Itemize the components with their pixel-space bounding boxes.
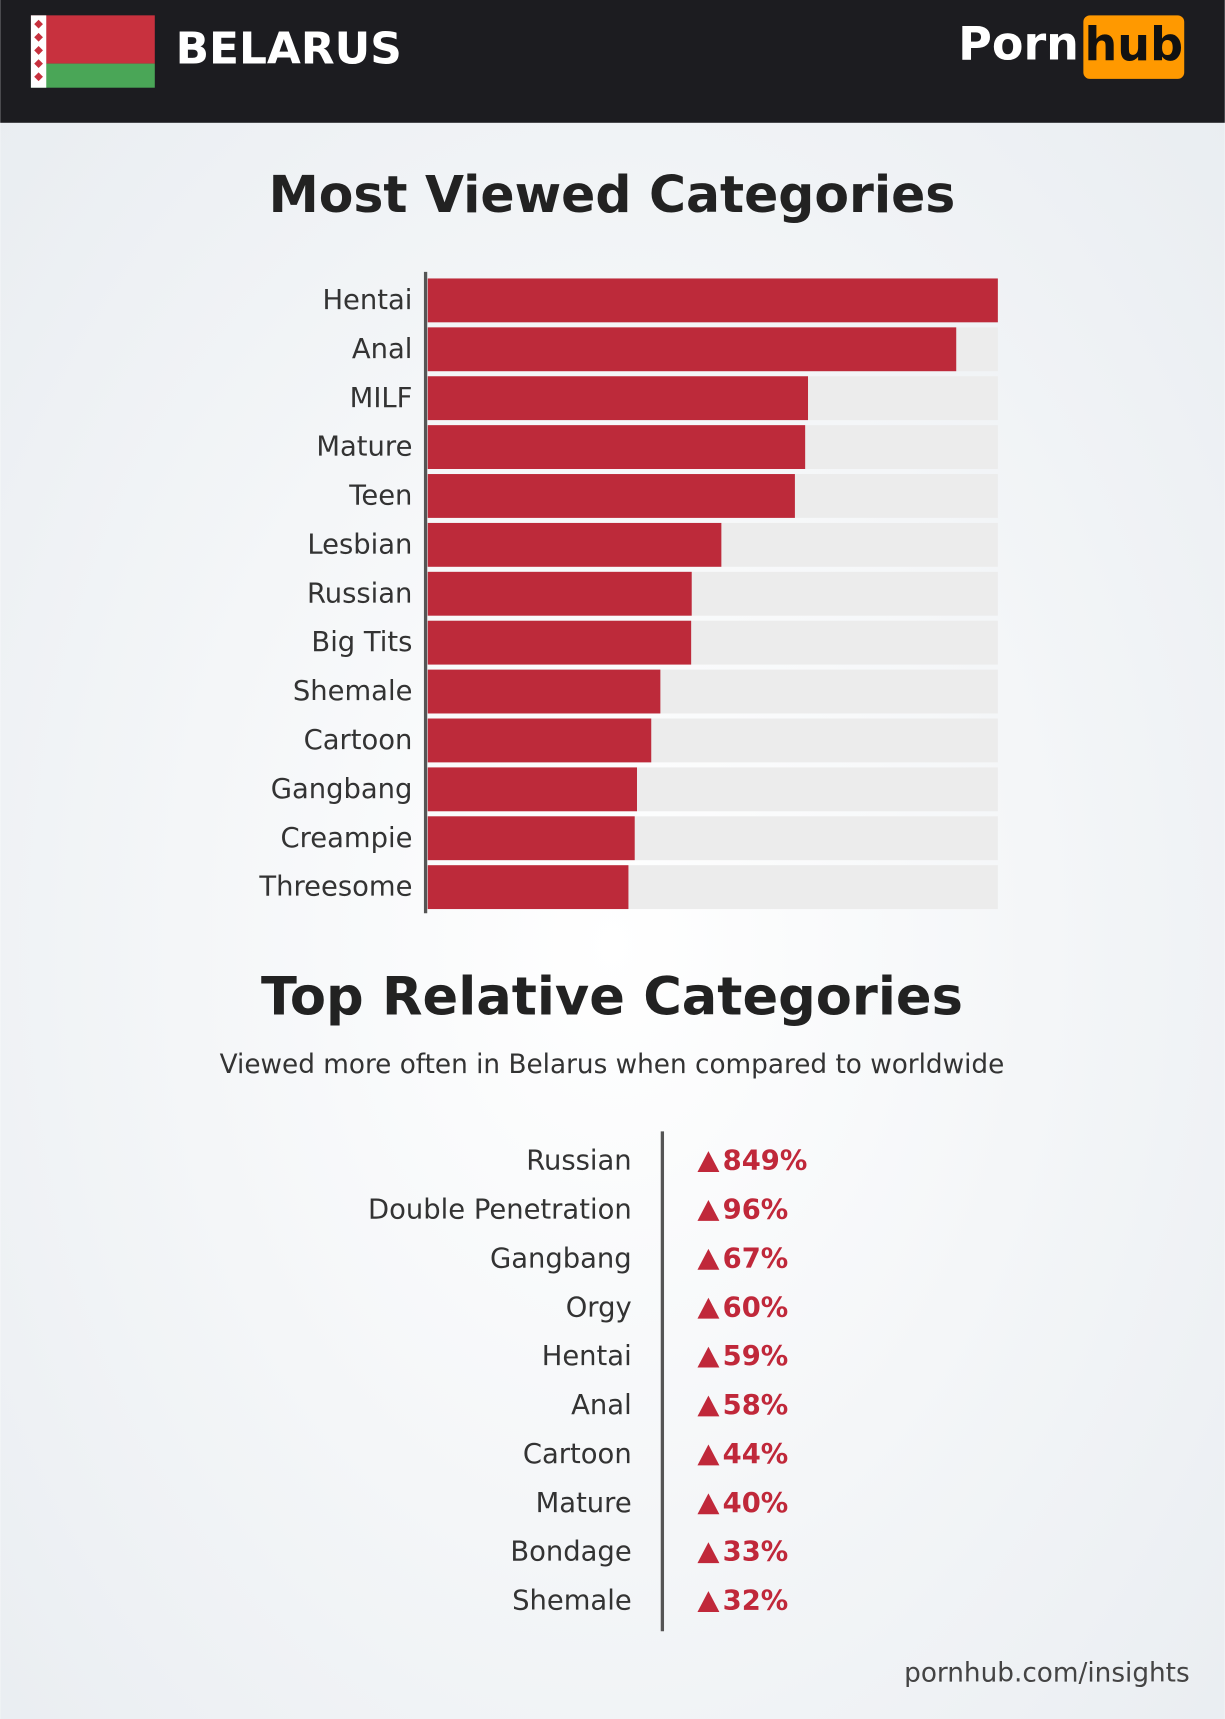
up-arrow [697,1248,720,1270]
category-label: Creampie [280,823,412,854]
category-label: Threesome [258,872,412,903]
value-label: 44% [723,1439,789,1470]
up-arrow [697,1151,720,1172]
bar [427,571,692,616]
logo-box [1083,15,1185,79]
bar [427,767,637,812]
up-arrow [697,1346,720,1368]
bar [427,376,809,421]
category-label: Gangbang [490,1243,632,1274]
value-label: 58% [723,1390,789,1421]
bar [427,718,652,763]
category-label: Double Penetration [368,1194,632,1225]
category-label: Shemale [293,676,413,707]
chart-subtitle: Viewed more often in Belarus when compar… [220,1050,1005,1080]
category-label: Shemale [512,1586,632,1617]
category-label: Bondage [510,1537,631,1568]
category-label: Anal [352,334,413,365]
category-label: Cartoon [304,725,413,756]
bar [427,327,957,372]
value-label: 40% [723,1488,789,1519]
category-label: Big Tits [311,627,412,658]
up-arrow [697,1542,720,1564]
category-label: Russian [526,1146,631,1177]
up-arrow [697,1444,720,1466]
category-label: Mature [316,432,412,463]
value-label: 59% [723,1341,789,1372]
category-label: Cartoon [523,1439,632,1470]
category-label: Teen [348,481,412,512]
bar [427,425,806,469]
logo-right: hub [1085,18,1184,72]
bar [427,278,998,323]
value-label: 32% [723,1586,789,1617]
value-label: 96% [723,1194,789,1225]
up-arrow [697,1200,720,1221]
bar [427,669,661,714]
bar [427,620,692,665]
flag [30,15,155,88]
up-arrow [697,1297,720,1319]
up-arrow [697,1395,720,1417]
logo-left: Porn [958,17,1079,71]
value-label: 849% [723,1146,808,1177]
bar [427,865,629,910]
category-label: Anal [571,1390,631,1421]
category-label: Mature [536,1488,632,1519]
chart-title: Top Relative Categories [261,966,963,1027]
bar [427,816,635,861]
chart-title: Most Viewed Categories [269,165,956,224]
category-label: Lesbian [307,529,412,560]
country-name: BELARUS [176,24,402,75]
value-label: 67% [723,1243,789,1274]
category-label: Hentai [322,285,412,316]
category-label: Russian [307,578,412,609]
category-label: Gangbang [271,774,413,805]
value-label: 60% [723,1292,789,1323]
footer-url: pornhub.com/insights [904,1659,1190,1689]
bar [427,474,795,518]
category-label: Orgy [566,1292,632,1323]
category-label: MILF [350,383,413,414]
up-arrow [697,1591,720,1613]
bar [427,522,722,567]
header-bar [0,0,1225,123]
category-label: Hentai [542,1341,632,1372]
value-label: 33% [723,1537,789,1568]
up-arrow [697,1493,720,1515]
